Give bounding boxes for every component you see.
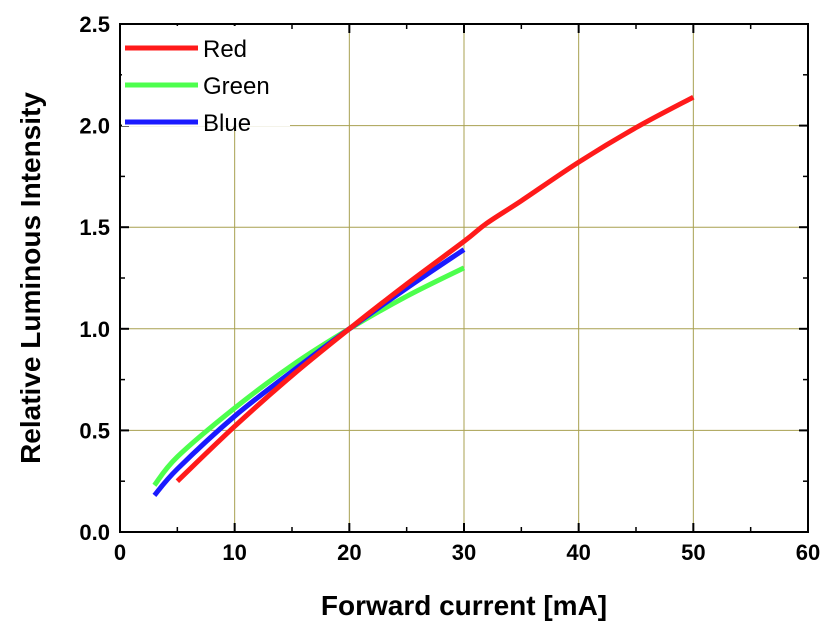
legend-background bbox=[122, 26, 290, 126]
plot-frame bbox=[119, 23, 809, 533]
y-tick-label: 0.0 bbox=[79, 520, 110, 545]
x-axis-title: Forward current [mA] bbox=[321, 590, 607, 621]
y-tick-label: 1.0 bbox=[79, 317, 110, 342]
y-tick-label: 2.0 bbox=[79, 114, 110, 139]
legend-label-blue: Blue bbox=[203, 110, 251, 137]
legend-label-red: Red bbox=[203, 36, 247, 63]
x-tick-label: 30 bbox=[452, 540, 476, 565]
y-tick-label: 0.5 bbox=[79, 418, 110, 443]
x-tick-label: 0 bbox=[114, 540, 126, 565]
x-tick-label: 60 bbox=[796, 540, 820, 565]
series-line-green bbox=[152, 265, 466, 487]
x-tick-label: 20 bbox=[337, 540, 361, 565]
y-axis-title: Relative Luminous Intensity bbox=[15, 92, 46, 464]
series-line-blue bbox=[152, 247, 466, 498]
legend-label-green: Green bbox=[203, 73, 270, 100]
x-tick-label: 10 bbox=[222, 540, 246, 565]
x-tick-label: 40 bbox=[566, 540, 590, 565]
legend: Red Green Blue bbox=[122, 26, 290, 137]
grid-lines bbox=[120, 24, 808, 532]
x-tick-label: 50 bbox=[681, 540, 705, 565]
series-line-red bbox=[175, 94, 695, 484]
y-tick-label: 2.5 bbox=[79, 12, 110, 37]
series-lines bbox=[152, 94, 695, 498]
tick-labels: 0 10 20 30 40 50 60 0.0 0.5 1.0 1.5 2.0 2.5 bbox=[79, 12, 820, 565]
y-tick-label: 1.5 bbox=[79, 215, 110, 240]
